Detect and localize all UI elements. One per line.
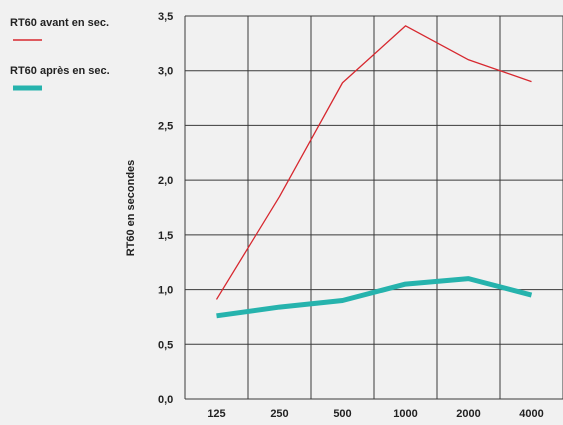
series-line-0 (215, 25, 532, 300)
x-tick-label: 125 (207, 408, 225, 420)
y-tick-label: 1,5 (158, 230, 173, 242)
y-tick-label: 3,5 (158, 11, 173, 23)
legend-label-avant: RT60 avant en sec. (10, 17, 109, 29)
y-axis-title: RT60 en secondes (125, 160, 137, 257)
y-tick-label: 0,0 (158, 394, 173, 406)
y-tick-label: 2,5 (158, 120, 173, 132)
y-tick-label: 3,0 (158, 66, 173, 78)
series-layer (215, 25, 533, 319)
legend-label-apres: RT60 après en sec. (10, 65, 110, 77)
x-tick-labels: 125 250 500 1000 2000 4000 (207, 408, 543, 420)
y-tick-labels: 0,0 0,5 1,0 1,5 2,0 2,5 3,0 3,5 (158, 11, 173, 406)
x-tick-label: 500 (333, 408, 351, 420)
y-tick-label: 2,0 (158, 175, 173, 187)
x-tick-label: 1000 (393, 408, 417, 420)
y-tick-label: 0,5 (158, 339, 173, 351)
x-tick-label: 250 (270, 408, 288, 420)
grid (184, 15, 563, 400)
series-line-1 (216, 276, 533, 319)
legend: RT60 avant en sec. RT60 après en sec. (10, 17, 110, 91)
x-tick-label: 4000 (519, 408, 543, 420)
y-tick-label: 1,0 (158, 285, 173, 297)
x-tick-label: 2000 (456, 408, 480, 420)
